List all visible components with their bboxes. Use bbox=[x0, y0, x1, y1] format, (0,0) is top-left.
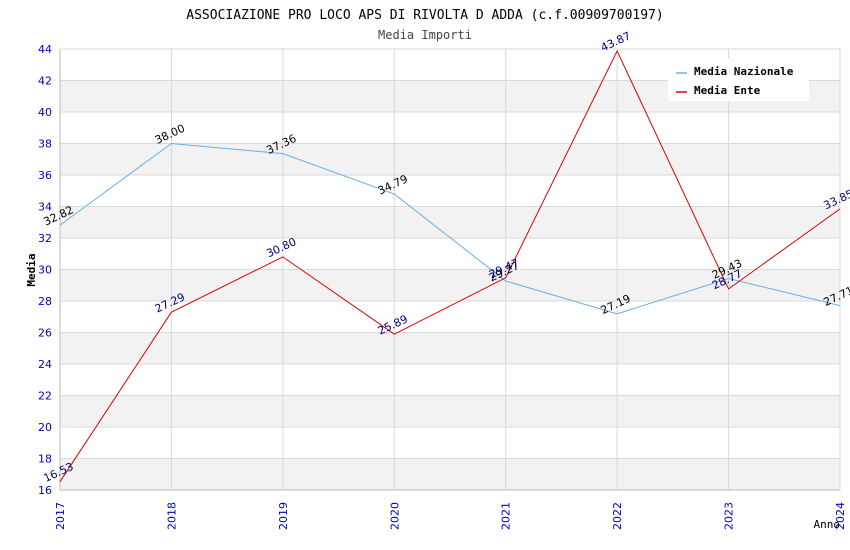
y-tick-label: 32 bbox=[38, 232, 52, 245]
y-tick-label: 26 bbox=[38, 327, 52, 340]
y-tick-label: 16 bbox=[38, 484, 52, 497]
legend-label-media-ente: Media Ente bbox=[694, 84, 761, 97]
grid-band bbox=[60, 395, 840, 427]
series-line-media-nazionale bbox=[59, 142, 841, 315]
y-tick-label: 22 bbox=[38, 390, 52, 403]
legend-label-media-nazionale: Media Nazionale bbox=[694, 65, 794, 78]
x-tick-label: 2019 bbox=[277, 502, 290, 530]
y-tick-label: 20 bbox=[38, 421, 52, 434]
y-axis-label: Media bbox=[25, 253, 38, 286]
grid-band bbox=[60, 206, 840, 238]
grid-band bbox=[60, 332, 840, 364]
data-label: 43.87 bbox=[599, 29, 633, 54]
grid-band bbox=[60, 143, 840, 175]
x-tick-label: 2018 bbox=[165, 502, 178, 530]
x-axis-label: Anno bbox=[814, 518, 841, 531]
y-tick-label: 34 bbox=[38, 201, 52, 214]
x-tick-label: 2020 bbox=[388, 502, 401, 530]
series-line-media-ente bbox=[59, 49, 841, 482]
x-tick-label: 2022 bbox=[611, 502, 624, 530]
plot-background-bands bbox=[60, 80, 840, 490]
data-label: 30.80 bbox=[264, 235, 298, 260]
series-lines bbox=[59, 49, 841, 482]
grid-band bbox=[60, 458, 840, 490]
legend: Media Nazionale Media Ente bbox=[668, 59, 809, 101]
chart-subtitle: Media Importi bbox=[378, 28, 472, 42]
y-tick-label: 36 bbox=[38, 169, 52, 182]
grid-band bbox=[60, 269, 840, 301]
x-tick-label: 2017 bbox=[54, 502, 67, 530]
y-tick-label: 30 bbox=[38, 264, 52, 277]
y-tick-label: 24 bbox=[38, 358, 52, 371]
x-tick-label: 2024 bbox=[834, 502, 847, 530]
x-tick-label: 2021 bbox=[500, 502, 513, 530]
y-tick-label: 44 bbox=[38, 43, 52, 56]
y-tick-label: 42 bbox=[38, 75, 52, 88]
x-tick-label: 2023 bbox=[723, 502, 736, 530]
axes bbox=[59, 49, 840, 491]
y-tick-label: 38 bbox=[38, 138, 52, 151]
y-tick-label: 28 bbox=[38, 295, 52, 308]
y-tick-label: 40 bbox=[38, 106, 52, 119]
legend-box bbox=[668, 59, 809, 101]
chart-title: ASSOCIAZIONE PRO LOCO APS DI RIVOLTA D A… bbox=[186, 8, 663, 23]
y-tick-label: 18 bbox=[38, 453, 52, 466]
